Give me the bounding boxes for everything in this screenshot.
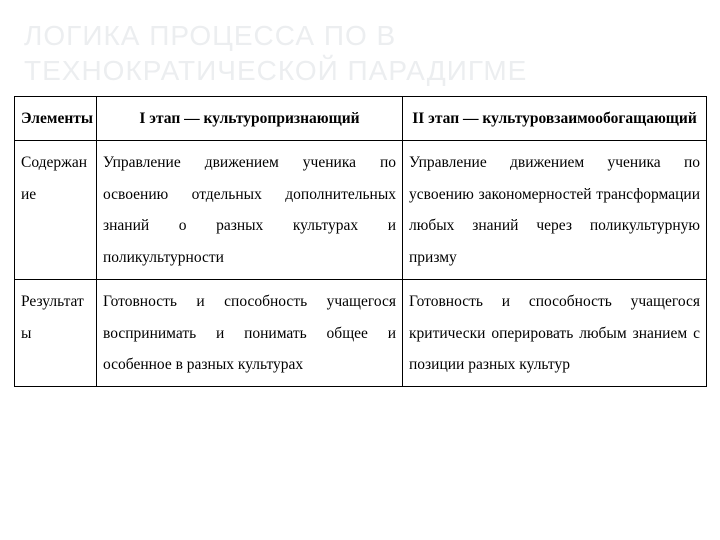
slide-title: ЛОГИКА ПРОЦЕССА ПО В ТЕХНОКРАТИЧЕСКОЙ ПА… bbox=[24, 18, 696, 88]
stages-table: Элементы I этап — культуропризнающий II … bbox=[14, 96, 707, 387]
table-container: Элементы I этап — культуропризнающий II … bbox=[14, 96, 706, 387]
cell-content-stage2: Управление движением ученика по усвоению… bbox=[403, 140, 707, 279]
cell-results-stage1: Готовность и способность учащегося воспр… bbox=[97, 279, 403, 386]
table-header-row: Элементы I этап — культуропризнающий II … bbox=[15, 97, 707, 141]
cell-results-stage2: Готовность и способность учащегося крити… bbox=[403, 279, 707, 386]
header-stage-2: II этап — культуровзаимообогащающий bbox=[403, 97, 707, 141]
cell-content-stage1: Управление движением ученика по освоению… bbox=[97, 140, 403, 279]
header-elements: Элементы bbox=[15, 97, 97, 141]
header-stage-1: I этап — культуропризнающий bbox=[97, 97, 403, 141]
table-row: Результаты Готовность и способность учащ… bbox=[15, 279, 707, 386]
row-label-content: Содержание bbox=[15, 140, 97, 279]
row-label-results: Результаты bbox=[15, 279, 97, 386]
table-row: Содержание Управление движением ученика … bbox=[15, 140, 707, 279]
